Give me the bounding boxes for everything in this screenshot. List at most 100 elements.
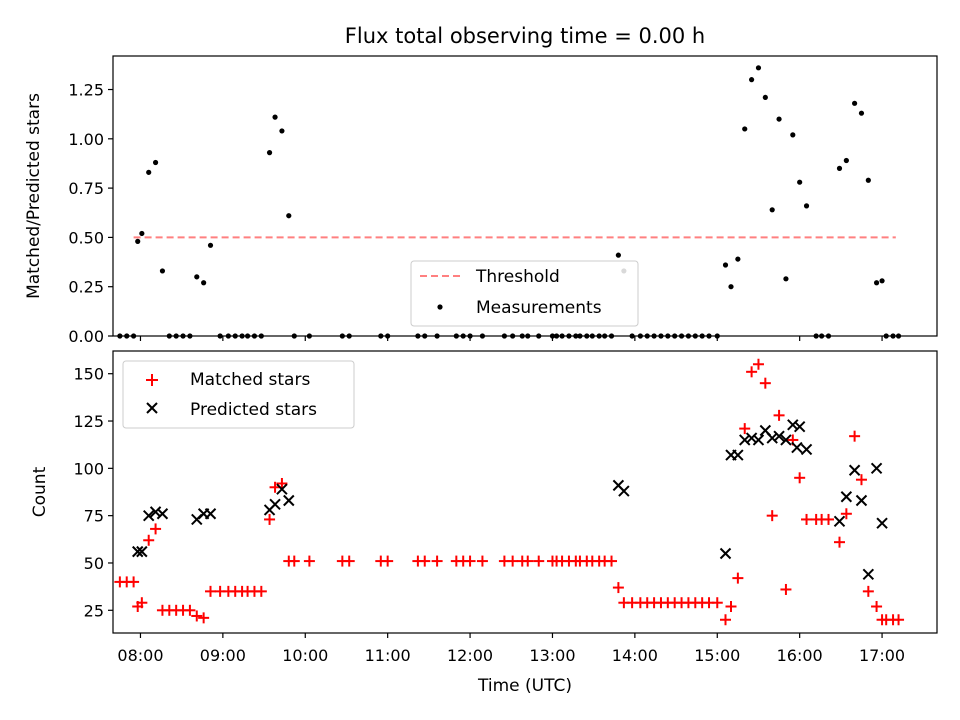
predicted-point xyxy=(876,517,888,529)
bottom-x-tick-label: 15:00 xyxy=(694,646,740,665)
measurement-point xyxy=(453,333,459,339)
measurement-point xyxy=(728,284,734,290)
legend-matched-swatch xyxy=(146,374,158,386)
bottom-legend-box xyxy=(122,360,355,429)
top-legend-box xyxy=(410,260,639,327)
measurement-point xyxy=(873,280,880,286)
measurement-point xyxy=(194,274,200,280)
measurement-point xyxy=(146,169,152,175)
bottom-x-tick-label: 09:00 xyxy=(200,646,246,665)
measurement-point xyxy=(608,333,615,339)
measurement-point xyxy=(385,333,391,339)
measurement-point xyxy=(131,333,137,339)
measurement-point xyxy=(584,333,590,339)
predicted-point xyxy=(149,506,162,518)
matched-point xyxy=(893,614,905,626)
measurement-point xyxy=(559,333,565,339)
top-y-tick-label: 0.25 xyxy=(68,278,104,297)
measurement-point xyxy=(678,333,685,339)
measurement-point xyxy=(852,100,858,106)
matched-point xyxy=(871,601,883,613)
bottom-legend: Matched stars Predicted stars xyxy=(122,360,355,429)
measurement-point xyxy=(615,252,621,258)
matched-point xyxy=(419,555,431,567)
predicted-point xyxy=(136,545,148,558)
predicted-point xyxy=(156,508,169,520)
matched-point xyxy=(801,513,813,525)
measurement-point xyxy=(749,77,755,83)
measurement-point xyxy=(225,333,231,339)
matched-point xyxy=(303,555,315,567)
measurement-point xyxy=(883,333,889,339)
measurement-point xyxy=(346,333,352,339)
matched-point xyxy=(720,614,732,626)
legend-matched-label: Matched stars xyxy=(190,370,310,390)
measurement-point xyxy=(553,333,560,339)
predicted-point xyxy=(787,419,799,431)
bottom-y-tick-label: 25 xyxy=(84,601,104,620)
predicted-point xyxy=(870,462,883,475)
measurement-point xyxy=(714,333,720,339)
measurement-point xyxy=(187,333,193,339)
measurement-point xyxy=(566,333,572,339)
predicted-point xyxy=(739,434,751,446)
bottom-x-tick-label: 13:00 xyxy=(529,646,575,665)
measurement-point xyxy=(836,165,843,171)
legend-predicted-swatch xyxy=(146,402,158,414)
measurement-point xyxy=(525,333,531,339)
predicted-point xyxy=(793,420,806,433)
top-plot-frame xyxy=(112,55,938,337)
measurement-point xyxy=(159,268,166,274)
bottom-x-axis: 08:00 09:00 10:00 11:00 12:00 13:00 14:00 15:00… xyxy=(117,633,905,665)
measurement-point xyxy=(803,203,810,209)
measurement-point xyxy=(217,333,223,339)
matched-point xyxy=(476,555,488,567)
matched-point xyxy=(464,555,476,567)
top-y-axis-label: Matched/Predicted stars xyxy=(24,93,44,299)
predicted-point xyxy=(132,545,144,558)
measurement-point xyxy=(644,333,650,339)
measurement-point xyxy=(239,333,245,339)
measurement-point xyxy=(813,333,819,339)
measurement-point xyxy=(152,159,159,166)
top-y-tick-label: 1.00 xyxy=(68,130,104,149)
predicted-point xyxy=(833,515,846,528)
bottom-x-tick-label: 08:00 xyxy=(117,646,163,665)
matched-point xyxy=(766,510,778,522)
predicted-point xyxy=(618,485,630,497)
measurement-point xyxy=(879,278,885,284)
bottom-x-axis-label: Time (UTC) xyxy=(477,676,572,696)
measurement-point xyxy=(735,256,741,262)
predicted-point xyxy=(276,483,288,495)
top-legend: Threshold Measurements xyxy=(410,260,639,327)
measurement-point xyxy=(895,333,902,339)
measurement-point xyxy=(783,276,789,282)
bottom-y-axis: 25 50 75 100 125 150 xyxy=(73,365,113,620)
bottom-y-tick-label: 75 xyxy=(84,507,104,526)
measurement-point xyxy=(843,157,849,164)
matched-point xyxy=(184,604,196,616)
measurement-point xyxy=(536,333,542,339)
matched-point xyxy=(725,601,737,613)
measurement-point xyxy=(279,128,285,134)
bottom-y-tick-label: 150 xyxy=(73,365,104,384)
top-y-axis: 0.00 0.25 0.50 0.75 1.00 1.25 xyxy=(68,81,113,346)
measurement-point xyxy=(479,333,486,339)
measurement-point xyxy=(706,333,712,339)
predicted-point xyxy=(773,430,785,442)
matched-point xyxy=(205,585,217,597)
top-y-tick-label: 1.25 xyxy=(68,81,104,100)
bottom-x-tick-label: 17:00 xyxy=(859,646,905,665)
predicted-point xyxy=(780,434,792,446)
measurement-point xyxy=(692,333,698,339)
measurement-point xyxy=(266,150,273,156)
measurement-point xyxy=(589,333,595,339)
measurement-point xyxy=(596,333,602,339)
matched-point xyxy=(276,477,288,489)
legend-measurements-swatch xyxy=(437,304,443,310)
matched-point xyxy=(150,523,162,535)
matched-point xyxy=(431,555,443,567)
predicted-point xyxy=(745,432,758,444)
matched-point xyxy=(533,555,545,567)
